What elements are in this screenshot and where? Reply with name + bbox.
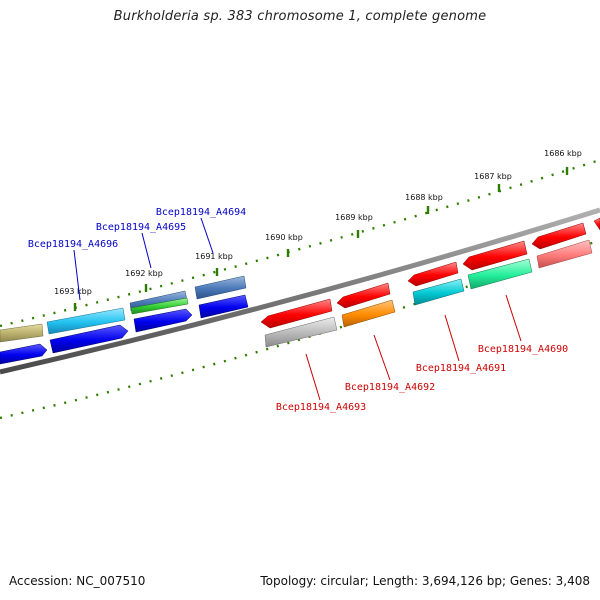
outer-ring (0, 158, 600, 328)
gene-label[interactable]: Bcep18194_A4696 (28, 239, 118, 250)
accession-label: Accession: NC_007510 (9, 574, 146, 588)
label-connectors (73, 217, 522, 401)
gene-feature[interactable] (531, 222, 587, 250)
label-connector (141, 232, 152, 269)
gene-feature[interactable] (593, 217, 600, 231)
outer-ring-dots (0, 158, 600, 328)
gene-feature[interactable] (536, 239, 593, 269)
label-connector (444, 314, 460, 362)
gene-feature[interactable] (407, 261, 459, 287)
gene-label[interactable]: Bcep18194_A4690 (478, 344, 568, 355)
gene-feature[interactable] (264, 316, 338, 348)
ruler-label: 1686 kbp (544, 149, 582, 158)
gene-feature[interactable] (0, 343, 48, 365)
map-title: Burkholderia sp. 383 chromosome 1, compl… (113, 9, 487, 24)
gene-feature[interactable] (130, 297, 189, 315)
forward-genes (0, 217, 600, 343)
ruler-label: 1689 kbp (335, 213, 373, 222)
gene-feature[interactable] (462, 240, 528, 271)
gene-feature[interactable] (198, 294, 249, 319)
gene-label[interactable]: Bcep18194_A4695 (96, 222, 186, 233)
genome-backbone (0, 207, 600, 375)
ruler-label: 1688 kbp (405, 193, 443, 202)
gene-feature[interactable] (49, 324, 129, 354)
gene-label[interactable]: Bcep18194_A4694 (156, 207, 246, 218)
label-connector (73, 249, 81, 301)
forward-genes-lower (0, 294, 249, 365)
gene-feature[interactable] (133, 308, 193, 333)
gene-label[interactable]: Bcep18194_A4692 (345, 382, 435, 393)
ruler: 1686 kbp 1687 kbp 1688 kbp 1689 kbp 1690… (54, 149, 582, 311)
gene-feature[interactable] (412, 278, 465, 306)
gene-feature[interactable] (260, 298, 333, 329)
gene-feature[interactable] (194, 275, 247, 300)
gene-feature[interactable] (467, 258, 533, 290)
gene-feature[interactable] (46, 307, 126, 335)
label-connector (373, 334, 391, 381)
ruler-label: 1692 kbp (125, 269, 163, 278)
gene-feature[interactable] (0, 323, 44, 343)
label-connector (305, 353, 321, 401)
ruler-label: 1691 kbp (195, 252, 233, 261)
gene-feature[interactable] (336, 282, 391, 309)
genome-summary: Topology: circular; Length: 3,694,126 bp… (260, 574, 590, 588)
gene-label[interactable]: Bcep18194_A4693 (276, 402, 366, 413)
gene-feature[interactable] (341, 299, 396, 328)
gene-labels: Bcep18194_A4694 Bcep18194_A4695 Bcep1819… (28, 207, 568, 413)
gene-label[interactable]: Bcep18194_A4691 (416, 363, 506, 374)
ruler-label: 1693 kbp (54, 287, 92, 296)
label-connector (505, 294, 522, 342)
label-connector (200, 217, 214, 254)
reverse-genes (260, 222, 593, 348)
ruler-label: 1690 kbp (265, 233, 303, 242)
ruler-label: 1687 kbp (474, 172, 512, 181)
